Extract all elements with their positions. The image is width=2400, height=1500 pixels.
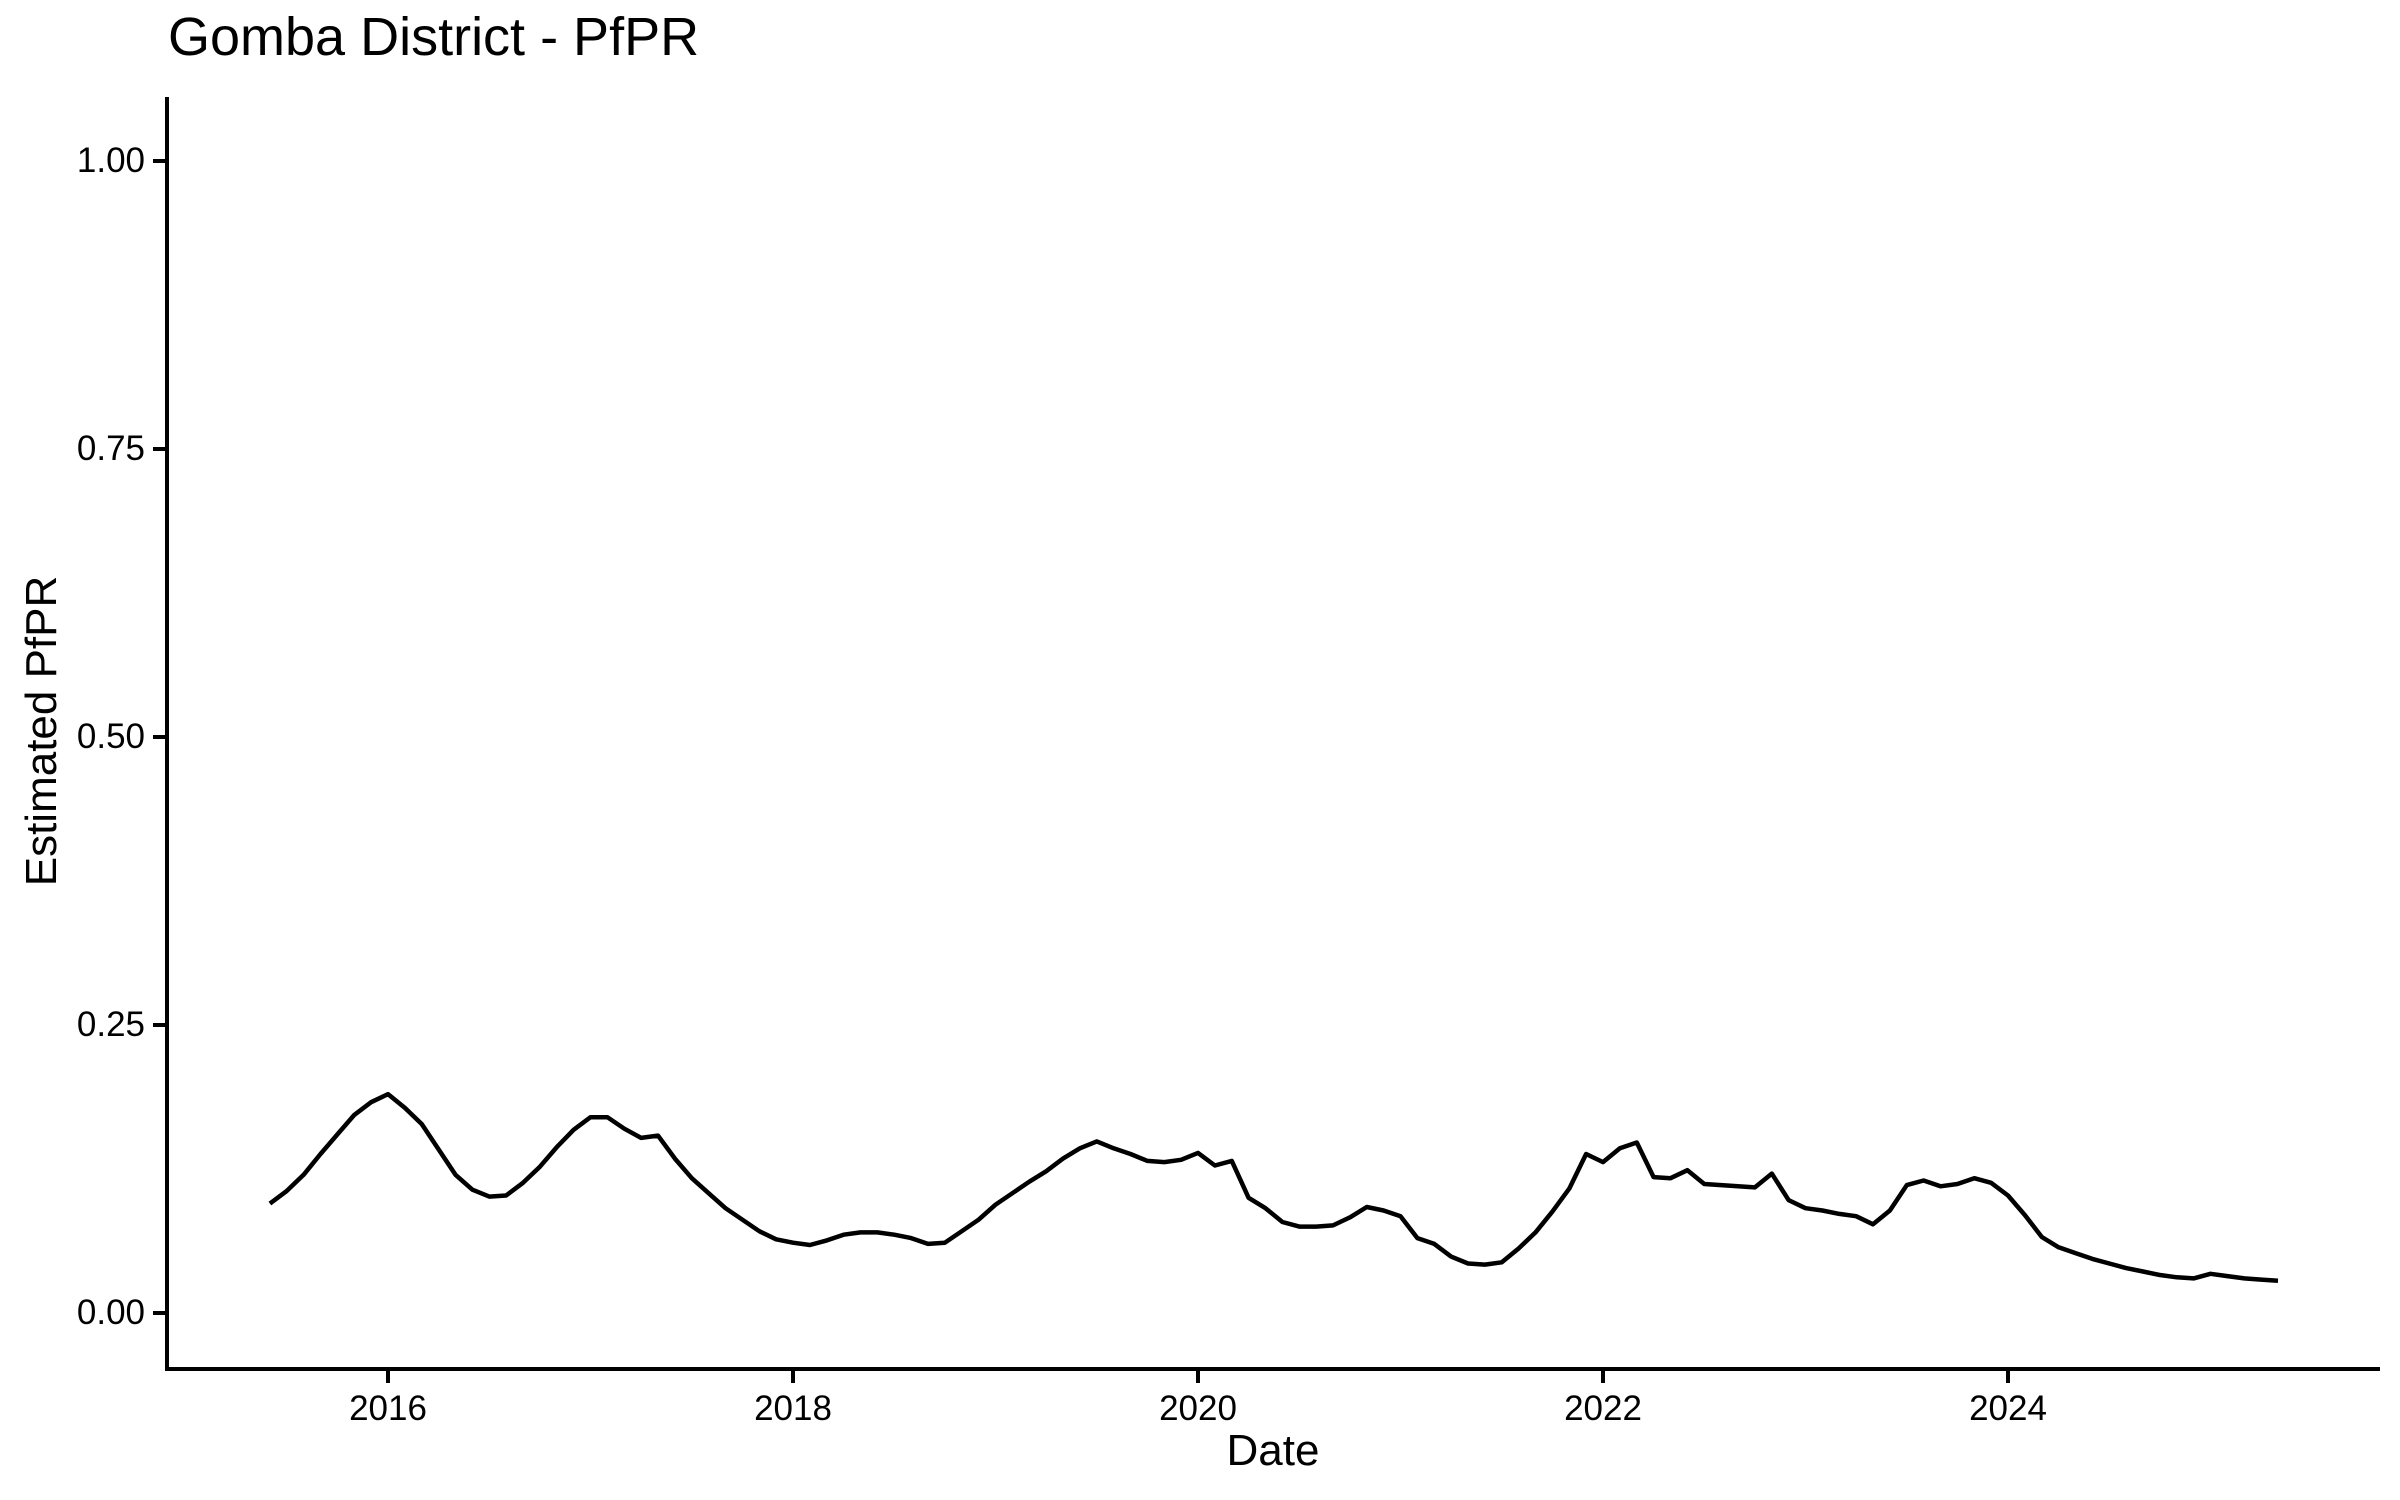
x-tick-label: 2020 [1159,1389,1237,1428]
x-tick-label: 2016 [349,1389,427,1428]
x-tick-label: 2022 [1564,1389,1642,1428]
x-tick-label: 2018 [754,1389,832,1428]
pfpr-line [268,1091,2279,1283]
y-tick-label: 0.75 [76,429,145,468]
x-axis-title: Date [1226,1426,1320,1475]
y-tick-label: 0.25 [76,1005,145,1044]
axis-lines [165,97,2380,1371]
y-tick-label: 0.50 [76,717,145,756]
y-tick-label: 0.00 [76,1293,145,1332]
x-tick-label: 2024 [1969,1389,2047,1428]
y-tick-label: 1.00 [76,141,145,180]
chart-title: Gomba District - PfPR [168,7,700,67]
